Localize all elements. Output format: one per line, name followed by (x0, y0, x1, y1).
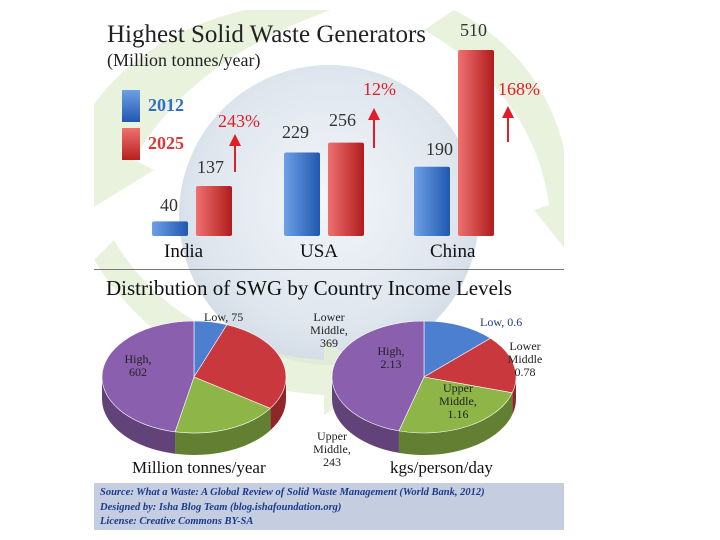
source-line: Source: What a Waste: A Global Review of… (100, 487, 485, 498)
pie2-label-low: Low, 0.6 (480, 315, 523, 329)
bar-value-india-2025: 137 (197, 157, 224, 177)
category-label-usa: USA (300, 241, 339, 262)
license-line: License: Creative Commons BY-SA (100, 516, 254, 527)
pie1-slice-side (102, 377, 176, 454)
bar-usa-2012 (284, 152, 320, 236)
pie1-slice-side (175, 408, 271, 455)
infographic-panel: Highest Solid Waste Generators (Million … (94, 10, 564, 530)
pie2-slice-side (512, 377, 516, 415)
pie2-slice-0 (423, 320, 492, 378)
growth-arrow-icon (229, 134, 241, 172)
bar-value-usa-2012: 229 (282, 122, 309, 142)
pie2-slice-3 (331, 320, 425, 432)
category-label-china: China (430, 241, 476, 262)
pie2-unit-label: kgs/person/day (390, 458, 493, 477)
pie1-slice-3 (101, 320, 195, 433)
pie1-label-upper-middle: Upper Middle, 243 (313, 429, 351, 469)
growth-label-usa: 12% (363, 79, 396, 99)
bar-value-india-2012: 40 (160, 195, 178, 215)
bar-chart-subtitle: (Million tonnes/year) (107, 50, 261, 70)
bar-china-2012 (414, 166, 450, 236)
pie1-unit-label: Million tonnes/year (132, 458, 266, 477)
pie-charts (101, 320, 517, 455)
bar-india-2025 (196, 186, 232, 236)
recycle-arrow-icon (94, 240, 384, 415)
recycle-arrow-icon (94, 10, 331, 207)
pie2-slice-1 (423, 337, 517, 394)
growth-label-china: 168% (498, 79, 540, 99)
pie1-slice-2 (174, 376, 271, 434)
pie2-label-high: High, 2.13 (377, 344, 405, 371)
pie2-slice-side (332, 377, 399, 453)
bar-india-2012 (152, 221, 188, 236)
legend-swatch-2025 (122, 128, 140, 160)
designer-line: Designed by: Isha Blog Team (blog.ishafo… (100, 502, 342, 513)
pie2-label-lower-middle: Lower Middle 0.78 (507, 339, 543, 379)
pie2-slice-side (398, 392, 513, 455)
bar-value-china-2025: 510 (460, 20, 487, 40)
bar-china-2025 (458, 50, 494, 236)
pie1-label-low: Low, 75 (204, 310, 244, 324)
growth-label-india: 243% (218, 111, 260, 131)
category-label-india: India (164, 241, 204, 262)
growth-arrow-icon (368, 108, 380, 148)
bar-usa-2025 (328, 142, 364, 236)
pie1-slice-1 (193, 324, 287, 409)
legend-swatch-2012 (122, 90, 140, 122)
bar-value-usa-2025: 256 (329, 110, 356, 130)
pie1-label-high: High, 602 (124, 352, 152, 379)
pie2-slice-2 (398, 376, 513, 434)
bar-chart-title: Highest Solid Waste Generators (107, 21, 426, 48)
growth-arrow-icon (502, 106, 514, 142)
pie1-slice-side (270, 377, 286, 431)
pie1-label-lower-middle: Lower Middle, 369 (310, 310, 348, 350)
section-divider (94, 269, 564, 270)
pie-section-title: Distribution of SWG by Country Income Le… (106, 276, 512, 300)
legend-label-2012: 2012 (148, 95, 184, 115)
pie2-label-upper-middle: Upper Middle, 1.16 (439, 381, 477, 421)
source-box: Source: What a Waste: A Global Review of… (94, 483, 564, 530)
bar-value-china-2012: 190 (426, 139, 453, 159)
bar-chart (152, 50, 514, 236)
legend-label-2025: 2025 (148, 133, 184, 153)
